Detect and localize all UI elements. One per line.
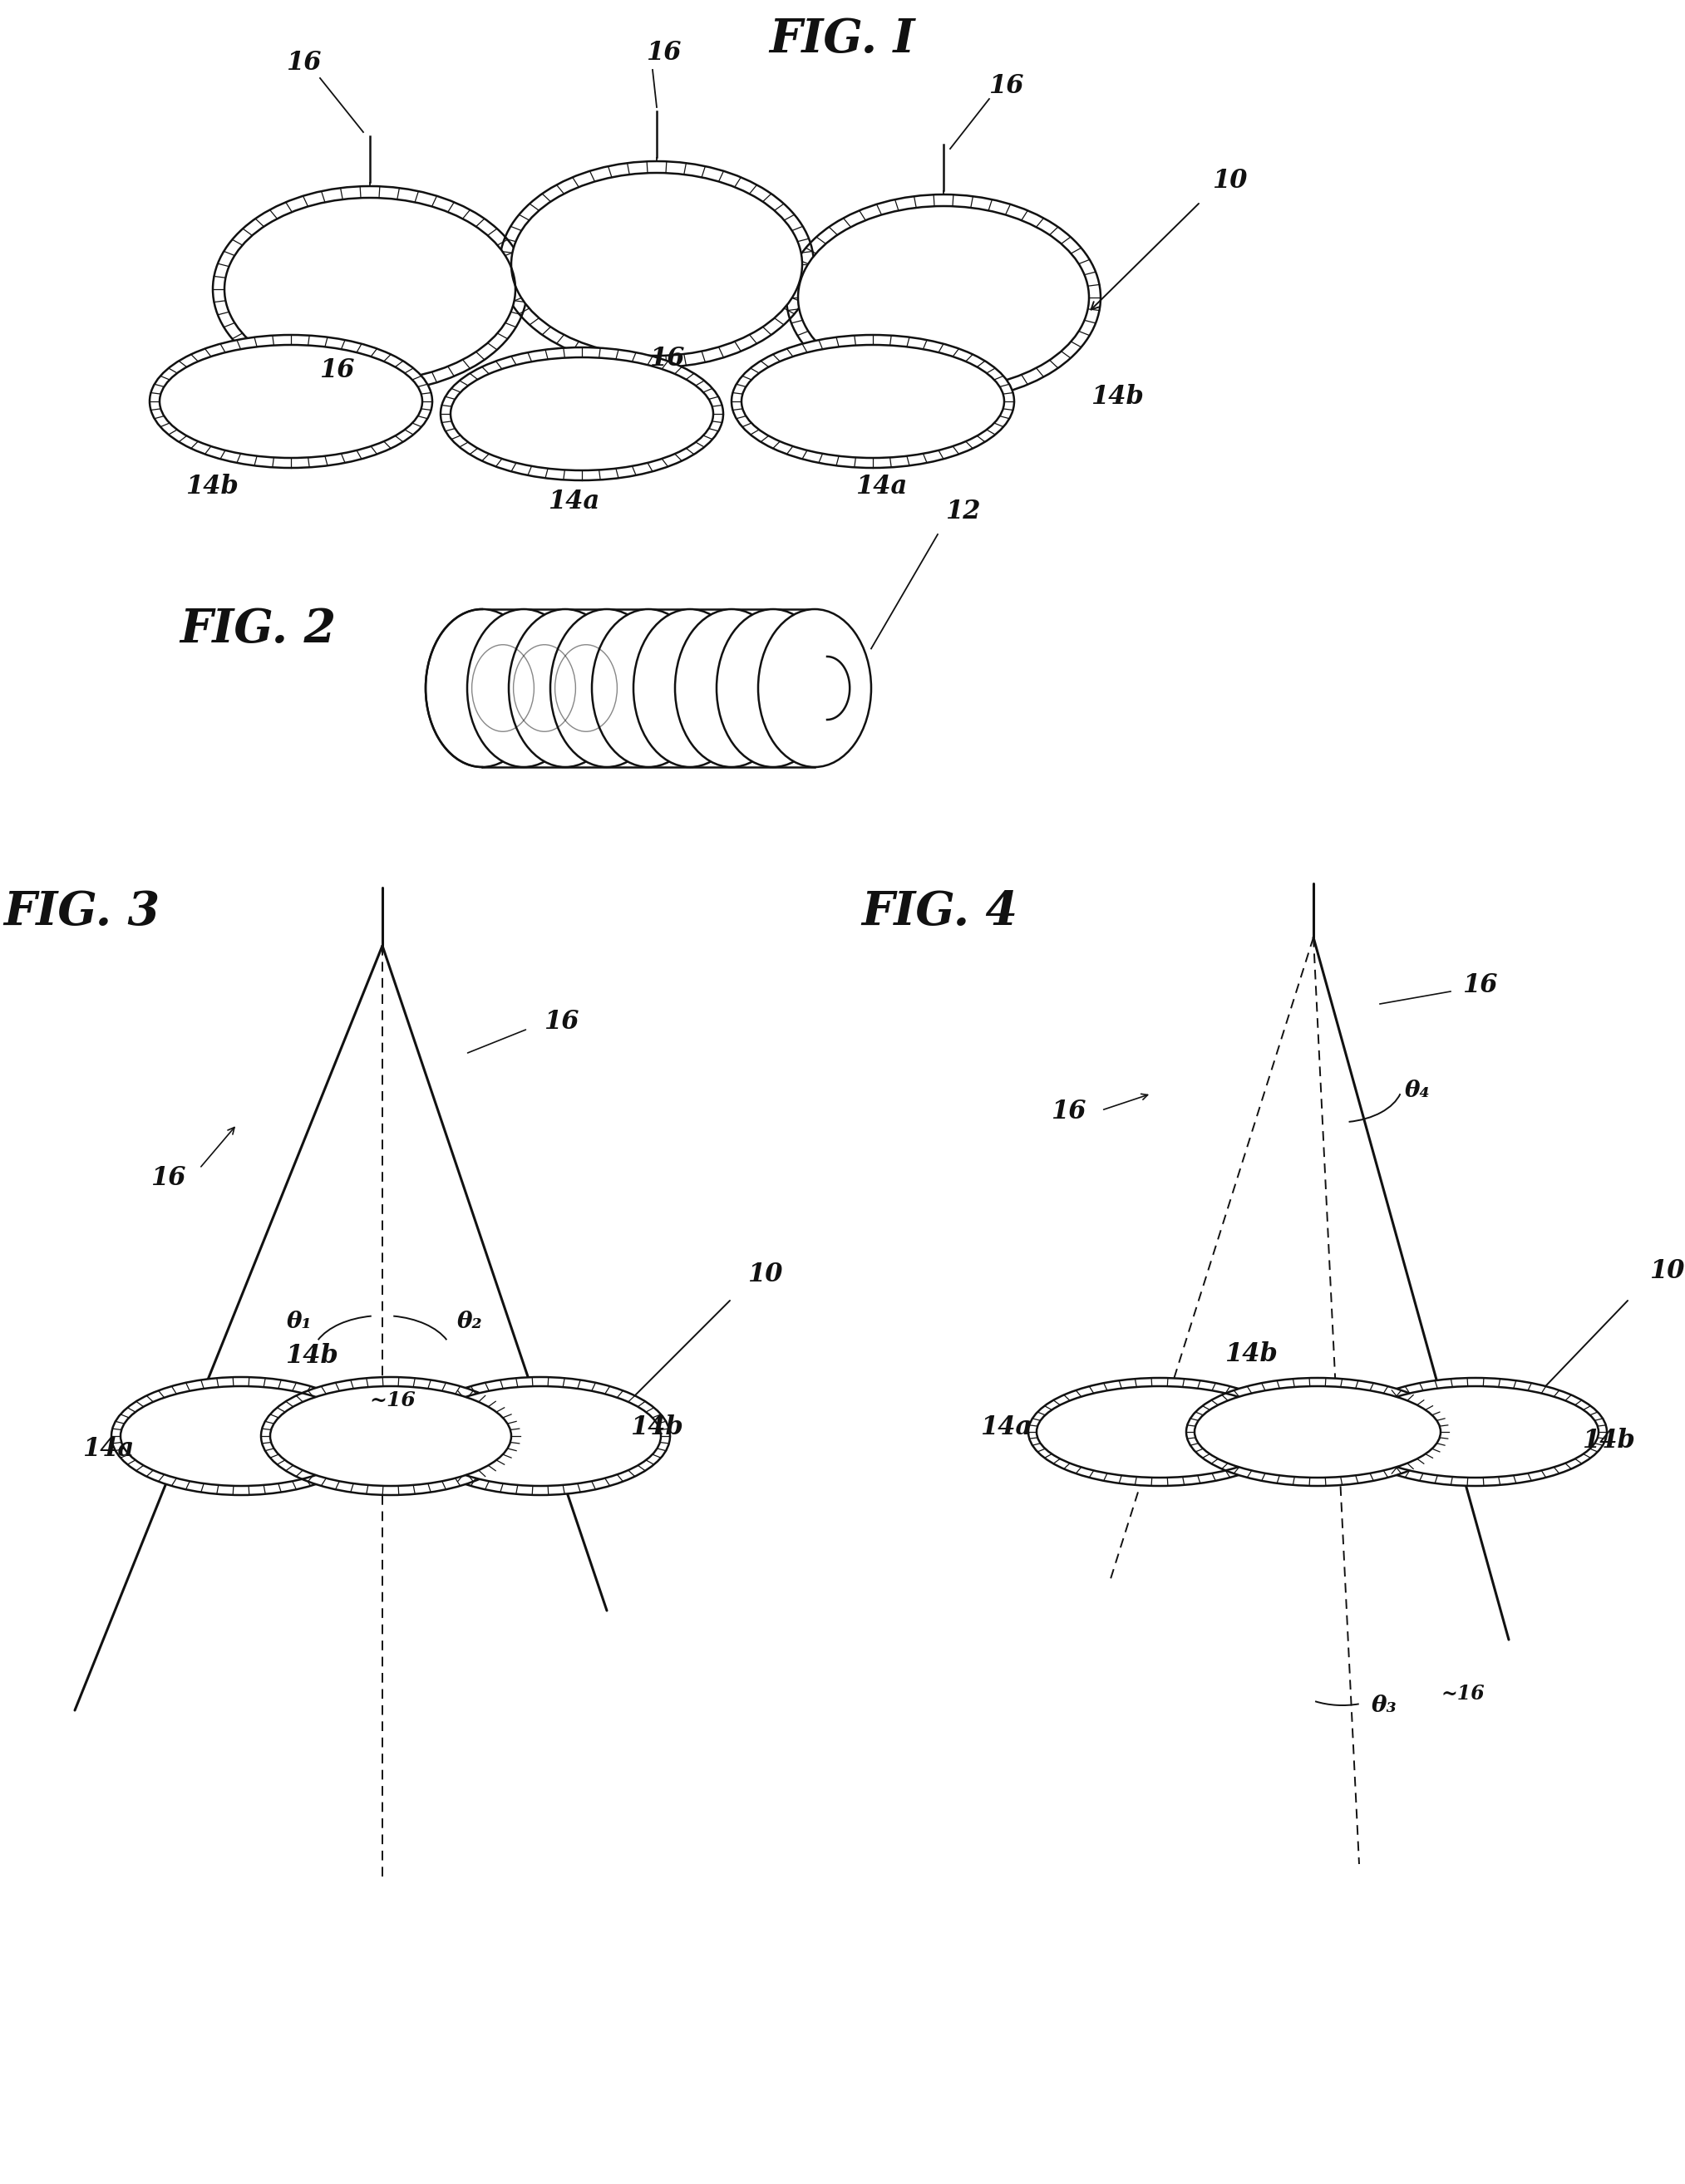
Text: 14a: 14a <box>83 1435 133 1461</box>
Ellipse shape <box>716 609 829 767</box>
Text: 16: 16 <box>286 50 322 76</box>
Text: FIG. 2: FIG. 2 <box>180 607 335 653</box>
Ellipse shape <box>111 1378 371 1496</box>
Text: ~16: ~16 <box>369 1391 416 1411</box>
Text: θ₁: θ₁ <box>286 1310 312 1334</box>
Ellipse shape <box>1036 1387 1282 1479</box>
Text: 14b: 14b <box>1582 1428 1634 1452</box>
Text: FIG. 3: FIG. 3 <box>3 889 160 935</box>
Text: 14b: 14b <box>285 1343 339 1369</box>
Ellipse shape <box>758 609 871 767</box>
Ellipse shape <box>1345 1378 1607 1485</box>
Ellipse shape <box>1028 1378 1291 1485</box>
Text: 10: 10 <box>746 1260 782 1286</box>
Ellipse shape <box>440 347 723 480</box>
Text: 16: 16 <box>645 39 681 66</box>
Text: 16: 16 <box>150 1166 185 1190</box>
Ellipse shape <box>509 609 622 767</box>
Text: 14b: 14b <box>1225 1341 1277 1367</box>
Ellipse shape <box>261 1378 521 1496</box>
Ellipse shape <box>787 194 1100 400</box>
Text: 14b: 14b <box>185 474 239 500</box>
Text: 16: 16 <box>318 356 354 382</box>
Ellipse shape <box>224 199 516 380</box>
Ellipse shape <box>160 345 423 459</box>
Text: θ₃: θ₃ <box>1372 1695 1397 1717</box>
Ellipse shape <box>731 334 1014 467</box>
Ellipse shape <box>411 1378 671 1496</box>
Ellipse shape <box>426 609 539 767</box>
Text: 12: 12 <box>945 498 981 524</box>
Ellipse shape <box>420 1387 661 1485</box>
Text: 10: 10 <box>1212 168 1247 194</box>
Ellipse shape <box>591 609 704 767</box>
Ellipse shape <box>799 205 1089 389</box>
Ellipse shape <box>1186 1378 1449 1485</box>
Text: 10: 10 <box>1650 1258 1685 1284</box>
Text: 14a: 14a <box>548 489 600 513</box>
Text: 14b: 14b <box>630 1415 682 1441</box>
Text: 14a: 14a <box>981 1415 1031 1441</box>
Ellipse shape <box>467 609 580 767</box>
Text: FIG. 4: FIG. 4 <box>861 889 1018 935</box>
Ellipse shape <box>1195 1387 1441 1479</box>
Ellipse shape <box>676 609 789 767</box>
Ellipse shape <box>212 186 527 393</box>
Text: 16: 16 <box>649 345 684 371</box>
Text: θ₄: θ₄ <box>1405 1079 1431 1103</box>
Text: 14b: 14b <box>1090 384 1144 408</box>
Ellipse shape <box>1353 1387 1599 1479</box>
Ellipse shape <box>551 609 664 767</box>
Ellipse shape <box>634 609 746 767</box>
Ellipse shape <box>450 358 713 470</box>
Ellipse shape <box>150 334 433 467</box>
Ellipse shape <box>121 1387 362 1485</box>
Ellipse shape <box>511 173 802 356</box>
Text: FIG. I: FIG. I <box>768 17 915 63</box>
Text: 16: 16 <box>1463 972 1498 998</box>
Text: θ₂: θ₂ <box>457 1310 482 1334</box>
Ellipse shape <box>741 345 1004 459</box>
Text: 14a: 14a <box>856 474 907 500</box>
Ellipse shape <box>270 1387 511 1485</box>
Text: 16: 16 <box>987 74 1023 98</box>
Text: 16: 16 <box>1050 1099 1085 1125</box>
Ellipse shape <box>499 162 814 367</box>
Text: ~16: ~16 <box>1441 1684 1484 1704</box>
Text: 16: 16 <box>544 1009 578 1035</box>
